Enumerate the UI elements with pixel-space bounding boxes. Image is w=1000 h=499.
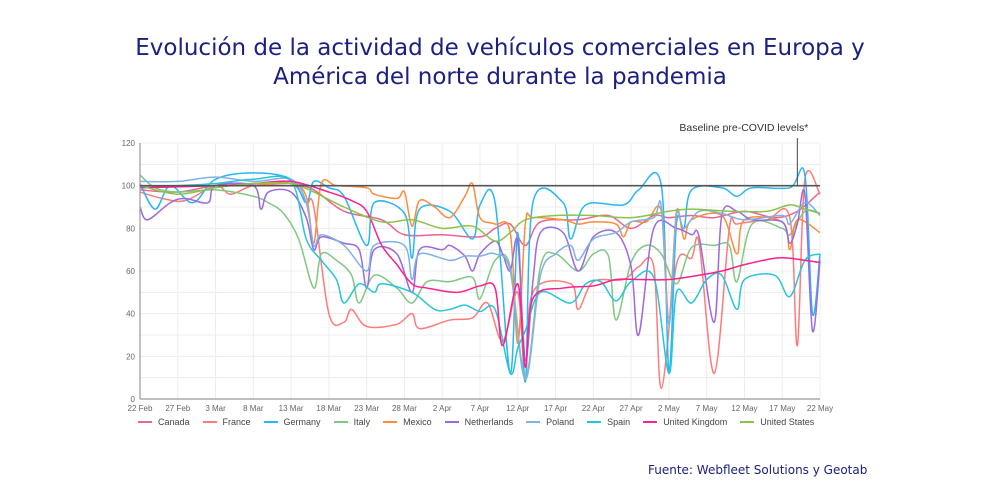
x-tick-label: 27 Apr	[620, 404, 643, 413]
legend-label: Poland	[546, 417, 575, 427]
y-tick-label: 0	[131, 395, 136, 404]
legend-label: United States	[760, 417, 815, 427]
baseline-annotation-label: Baseline pre-COVID levels*	[679, 122, 808, 134]
legend-swatch	[444, 421, 459, 423]
legend-item: Netherlands	[444, 417, 514, 427]
x-tick-label: 27 Feb	[165, 404, 190, 413]
legend-label: Spain	[607, 417, 631, 427]
x-tick-label: 13 Mar	[279, 404, 304, 413]
legend-item: Canada	[138, 417, 190, 427]
legend-item: Poland	[526, 417, 574, 427]
legend-item: Italy	[333, 417, 371, 427]
legend-swatch	[333, 421, 348, 423]
x-tick-label: 2 May	[658, 404, 680, 413]
axes: 22 Feb 27 Feb 3 Mar 8 Mar 13 Mar 18 Mar 23 Mar…	[122, 122, 833, 413]
legend-item: France	[202, 417, 251, 427]
series-line-poland	[139, 176, 821, 381]
y-tick-label: 100	[122, 182, 136, 191]
legend-swatch	[587, 421, 602, 423]
chart-title: Evolución de la actividad de vehículos c…	[0, 34, 1000, 92]
legend-label: Italy	[353, 417, 371, 427]
gridlines	[139, 142, 821, 400]
legend-swatch	[202, 421, 217, 423]
series-line-germany	[139, 167, 821, 383]
x-tick-label: 22 Feb	[128, 404, 153, 413]
series-lines	[139, 167, 821, 390]
y-tick-label: 20	[126, 352, 135, 361]
legend-item: Germany	[263, 417, 321, 427]
x-tick-label: 7 May	[696, 404, 718, 413]
y-tick-label: 120	[122, 139, 136, 148]
series-line-italy	[139, 174, 821, 379]
legend-item: Mexico	[383, 417, 432, 427]
chart-title-line-1: Evolución de la actividad de vehículos c…	[135, 35, 865, 61]
legend-label: France	[222, 417, 251, 427]
legend-label: Germany	[283, 417, 321, 427]
x-tick-label: 3 Mar	[205, 404, 226, 413]
chart-title-line-2: América del norte durante la pandemia	[273, 64, 727, 90]
legend-item: Spain	[587, 417, 630, 427]
x-tick-label: 8 Mar	[243, 404, 264, 413]
legend-item: United States	[740, 417, 814, 427]
legend-swatch	[643, 421, 658, 423]
x-tick-label: 22 Apr	[582, 404, 605, 413]
y-tick-label: 60	[126, 267, 135, 276]
series-line-united-states	[139, 181, 821, 242]
x-tick-label: 18 Mar	[316, 404, 341, 413]
legend-swatch	[138, 421, 152, 423]
x-tick-label: 28 Mar	[392, 404, 417, 413]
legend-label: Canada	[158, 417, 190, 427]
x-tick-label: 12 May	[731, 404, 757, 413]
legend-swatch	[740, 421, 755, 423]
x-tick-label: 23 Mar	[354, 404, 379, 413]
legend-swatch	[526, 421, 541, 423]
legend-swatch	[383, 421, 398, 423]
legend-label: Netherlands	[464, 417, 514, 427]
x-tick-label: 17 May	[769, 404, 795, 413]
y-tick-label: 40	[126, 310, 135, 319]
x-tick-label: 2 Apr	[433, 404, 452, 413]
series-line-united-kingdom	[139, 180, 821, 368]
x-tick-label: 7 Apr	[471, 404, 490, 413]
legend: Canada France Germany Italy Mexico Netherland…	[138, 417, 827, 427]
legend-swatch	[263, 421, 278, 423]
x-tick-label: 22 May	[807, 404, 833, 413]
series-line-spain	[139, 175, 821, 376]
legend-label: Mexico	[403, 417, 432, 427]
x-tick-label: 17 Apr	[544, 404, 567, 413]
source-note: Fuente: Webfleet Solutions y Geotab	[648, 463, 868, 477]
x-tick-label: 12 Apr	[506, 404, 529, 413]
legend-item: United Kingdom	[643, 417, 727, 427]
y-tick-label: 80	[126, 224, 135, 233]
legend-label: United Kingdom	[663, 417, 728, 427]
series-line-netherlands	[139, 182, 821, 362]
